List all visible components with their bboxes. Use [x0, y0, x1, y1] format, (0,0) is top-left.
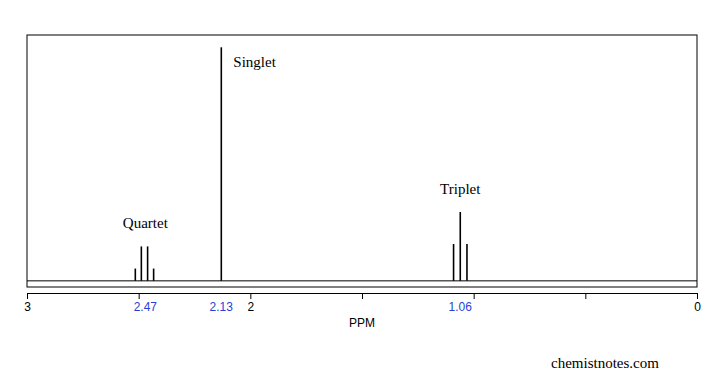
- baseline: [27, 280, 697, 281]
- source: chemistnotes.com: [551, 355, 659, 371]
- peak: [147, 246, 149, 280]
- x-tick: [362, 293, 363, 299]
- x-tick: 2: [247, 293, 254, 314]
- x-axis: 3 2 0: [24, 293, 701, 314]
- x-tick-label: 2: [247, 300, 254, 314]
- x-tick: [585, 293, 586, 299]
- x-tick-label: 0: [694, 300, 701, 314]
- peak: [459, 212, 461, 281]
- x-tick-label: 3: [24, 300, 31, 314]
- x-tick: 3: [24, 293, 31, 314]
- x-tick-mark: [474, 293, 475, 299]
- plot-frame: [27, 35, 697, 287]
- x-axis-title: PPM: [349, 316, 375, 330]
- x-tick-mark: [585, 293, 586, 299]
- peak-shift-label: 1.06: [449, 300, 473, 314]
- peak-shift-label: 2.47: [134, 300, 158, 314]
- peak: [466, 244, 468, 281]
- x-tick-mark: [139, 293, 140, 299]
- chart: 3 2 0 2.47 2.13 1.06 PPM Quartet Singlet Triplet c…: [0, 0, 712, 386]
- peak-annotation: Singlet: [233, 54, 276, 70]
- x-tick-mark: [250, 293, 251, 299]
- peak: [221, 47, 223, 281]
- peak: [141, 246, 143, 280]
- x-tick: 0: [694, 293, 701, 314]
- peak-annotation: Triplet: [440, 181, 481, 197]
- plot-area: [27, 47, 697, 281]
- peak-shift-label: 2.13: [210, 300, 234, 314]
- x-tick-mark: [697, 293, 698, 299]
- peak-annotation: Quartet: [123, 215, 169, 231]
- x-tick: [139, 293, 140, 299]
- peak: [453, 244, 455, 281]
- peak: [135, 269, 137, 281]
- peak: [153, 269, 155, 281]
- x-tick-mark: [27, 293, 28, 299]
- x-tick: [474, 293, 475, 299]
- x-tick-mark: [362, 293, 363, 299]
